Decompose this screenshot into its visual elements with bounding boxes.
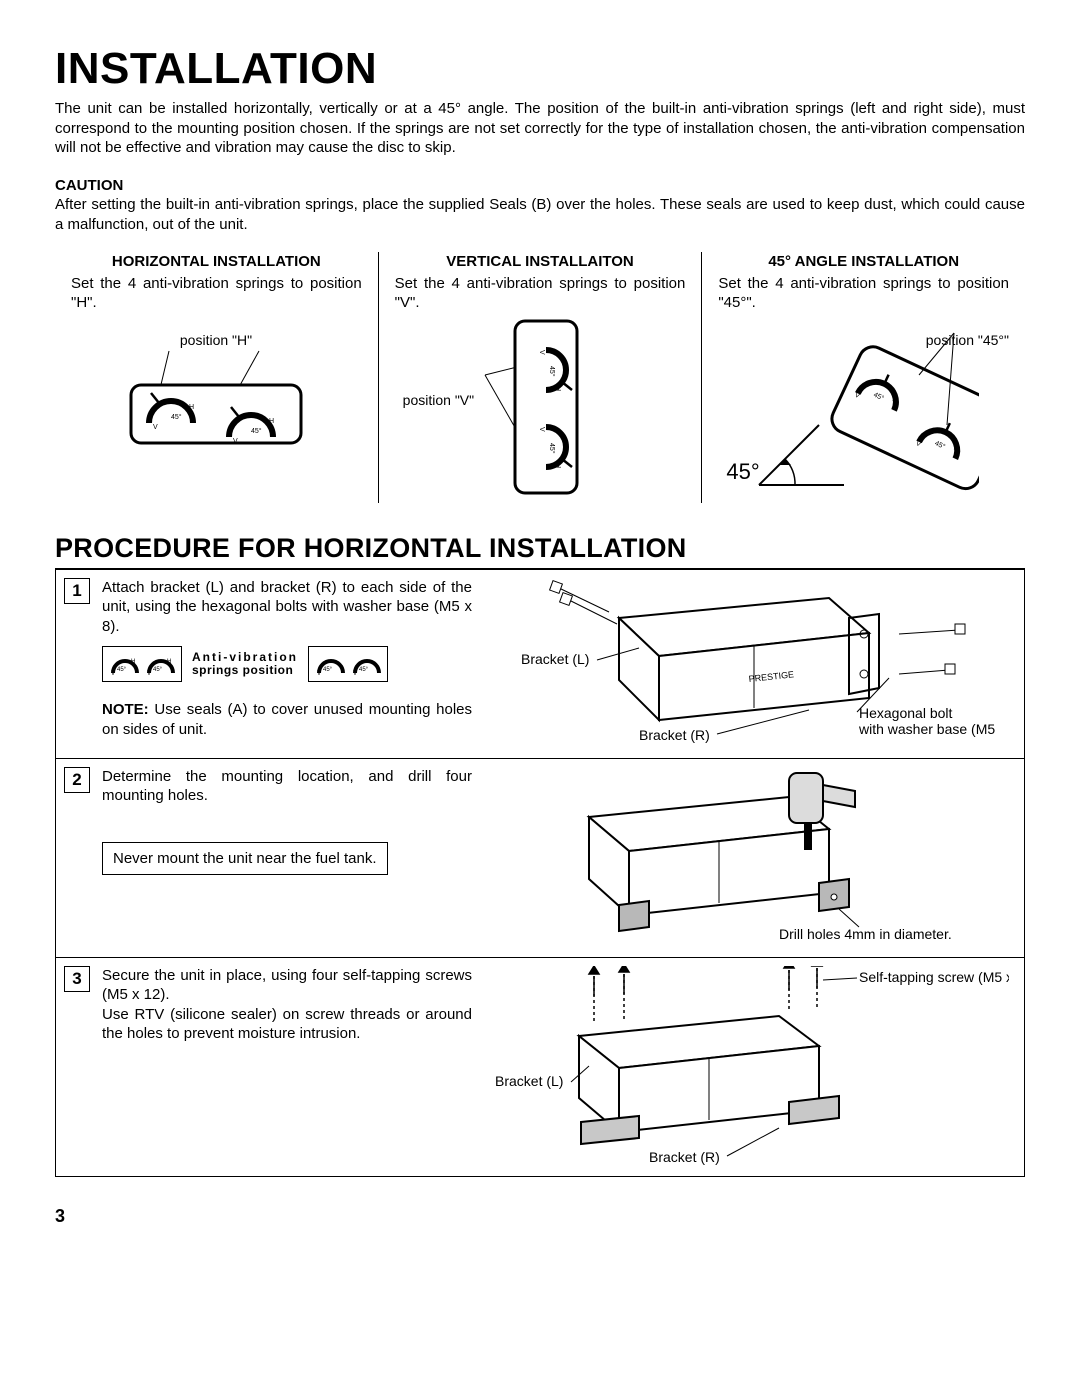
horizontal-install-diagram: position "H" 45° H V 45° H [111, 323, 321, 493]
col-horizontal-title: HORIZONTAL INSTALLATION [71, 252, 362, 272]
step-1: 1 Attach bracket (L) and bracket (R) to … [56, 570, 1024, 759]
col-horizontal: HORIZONTAL INSTALLATION Set the 4 anti-v… [55, 252, 378, 503]
svg-text:Bracket (R): Bracket (R) [639, 727, 710, 743]
col-horizontal-text: Set the 4 anti-vibration springs to posi… [71, 274, 362, 313]
page-number: 3 [55, 1205, 1025, 1228]
col-vertical-title: VERTICAL INSTALLAITON [395, 252, 686, 272]
svg-text:V: V [317, 671, 321, 677]
svg-text:H: H [131, 659, 135, 665]
svg-text:45°: 45° [251, 427, 262, 435]
step-2-diagram: Drill holes 4mm in diameter. [509, 767, 989, 947]
svg-text:V: V [538, 350, 545, 355]
svg-text:V: V [353, 671, 357, 677]
caution-text: After setting the built-in anti-vibratio… [55, 195, 1025, 234]
svg-text:45°: 45° [359, 667, 369, 673]
angle-45-label: 45° [726, 458, 759, 487]
procedure-title: PROCEDURE FOR HORIZONTAL INSTALLATION [55, 531, 1025, 570]
page-title: INSTALLATION [55, 40, 1025, 97]
col-angle-title: 45° ANGLE INSTALLATION [718, 252, 1009, 272]
step-3: 3 Secure the unit in place, using four s… [56, 958, 1024, 1176]
svg-text:45°: 45° [171, 413, 182, 421]
svg-text:V: V [153, 424, 158, 431]
svg-text:Bracket (L): Bracket (L) [521, 651, 589, 667]
step-2: 2 Determine the mounting location, and d… [56, 759, 1024, 958]
step-3-diagram: Self-tapping screw (M5 x 12) Bracket (L)… [489, 966, 1009, 1166]
col-vertical-text: Set the 4 anti-vibration springs to posi… [395, 274, 686, 313]
svg-text:Bracket (L): Bracket (L) [495, 1073, 563, 1089]
vertical-install-diagram: 45° H V 45° H V [475, 315, 605, 500]
step-3-number: 3 [64, 966, 90, 992]
svg-text:45°: 45° [548, 443, 556, 454]
svg-text:V: V [147, 671, 151, 677]
springs-position-row: 45° H V 45° H V Anti-vibrationsprings positi… [102, 646, 472, 682]
spring-dial-icon: 45°V [351, 651, 381, 677]
svg-text:45°: 45° [323, 667, 333, 673]
svg-text:45°: 45° [117, 667, 127, 673]
svg-text:H: H [269, 418, 274, 425]
svg-text:V: V [538, 427, 545, 432]
svg-text:with washer base (M5 x 8): with washer base (M5 x 8) [858, 721, 999, 737]
step-2-warning: Never mount the unit near the fuel tank. [102, 842, 388, 876]
step-3-text-2: Use RTV (silicone sealer) on screw threa… [102, 1005, 472, 1044]
springs-label: Anti-vibrationsprings position [192, 651, 298, 677]
spring-dial-icon: 45° H V [145, 651, 175, 677]
col-angle-text: Set the 4 anti-vibration springs to posi… [718, 274, 1009, 313]
pos-h-label: position "H" [180, 332, 252, 348]
springs-box-left: 45° H V 45° H V [102, 646, 182, 682]
svg-text:Self-tapping screw (M5 x 12): Self-tapping screw (M5 x 12) [859, 969, 1009, 985]
svg-text:Drill holes 4mm in diameter.: Drill holes 4mm in diameter. [779, 926, 952, 942]
springs-box-right: 45°V 45°V [308, 646, 388, 682]
svg-text:H: H [189, 404, 194, 411]
pos-45-label: position "45°" [926, 331, 1009, 349]
svg-text:45°: 45° [153, 667, 163, 673]
step-1-text: Attach bracket (L) and bracket (R) to ea… [102, 578, 472, 637]
step-1-diagram: PRESTIGE Bracket (L) Bracket (R) Hexagon… [499, 578, 999, 748]
pos-v-label: position "V" [403, 391, 474, 409]
svg-text:Hexagonal bolt: Hexagonal bolt [859, 705, 953, 721]
step-1-number: 1 [64, 578, 90, 604]
steps-container: 1 Attach bracket (L) and bracket (R) to … [55, 570, 1025, 1177]
col-angle: 45° ANGLE INSTALLATION Set the 4 anti-vi… [701, 252, 1025, 503]
svg-text:H: H [554, 463, 561, 468]
install-positions-row: HORIZONTAL INSTALLATION Set the 4 anti-v… [55, 252, 1025, 503]
svg-text:V: V [233, 438, 238, 445]
step-3-text-1: Secure the unit in place, using four sel… [102, 966, 472, 1005]
step-2-number: 2 [64, 767, 90, 793]
svg-text:Bracket (R): Bracket (R) [649, 1149, 720, 1165]
svg-text:V: V [111, 671, 115, 677]
svg-text:H: H [554, 386, 561, 391]
col-vertical: VERTICAL INSTALLAITON Set the 4 anti-vib… [378, 252, 702, 503]
spring-dial-icon: 45° H V [109, 651, 139, 677]
intro-text: The unit can be installed horizontally, … [55, 99, 1025, 158]
svg-text:45°: 45° [548, 366, 556, 377]
spring-dial-icon: 45°V [315, 651, 345, 677]
step-1-note: NOTE: Use seals (A) to cover unused moun… [102, 700, 472, 739]
step-2-text: Determine the mounting location, and dri… [102, 767, 472, 806]
caution-label: CAUTION [55, 176, 1025, 196]
svg-text:H: H [167, 659, 171, 665]
